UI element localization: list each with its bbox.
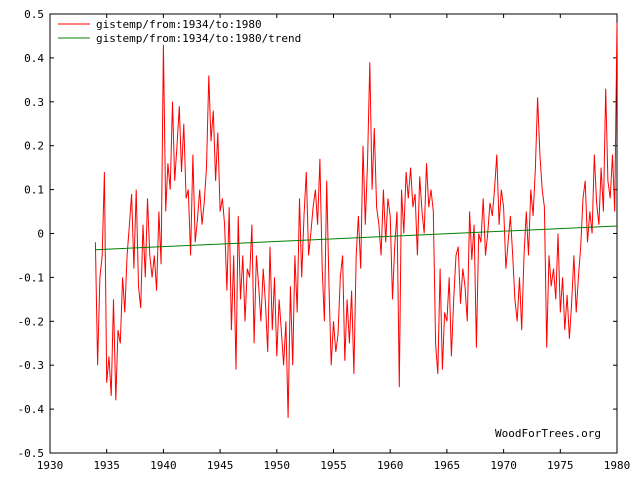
legend-label: gistemp/from:1934/to:1980/trend — [96, 32, 301, 45]
x-tick-label: 1975 — [547, 459, 574, 472]
x-tick-label: 1965 — [434, 459, 461, 472]
credit-label: WoodForTrees.org — [495, 427, 601, 440]
x-tick-label: 1930 — [37, 459, 64, 472]
legend: gistemp/from:1934/to:1980gistemp/from:19… — [58, 18, 301, 45]
x-tick-label: 1980 — [604, 459, 631, 472]
x-tick-label: 1935 — [93, 459, 120, 472]
y-tick-label: -0.4 — [18, 403, 45, 416]
y-tick-label: 0.1 — [24, 184, 44, 197]
y-tick-label: -0.2 — [18, 315, 45, 328]
x-tick-label: 1960 — [377, 459, 404, 472]
axis-tick-labels: 1930 1935 1940 1945 1950 1955 1960 1965 1970 1975… — [18, 8, 631, 472]
y-tick-label: 0.2 — [24, 140, 44, 153]
y-tick-label: 0.5 — [24, 8, 44, 21]
series-trend-line — [95, 225, 618, 251]
x-tick-label: 1950 — [264, 459, 291, 472]
legend-label: gistemp/from:1934/to:1980 — [96, 18, 262, 31]
y-tick-label: -0.5 — [18, 447, 45, 460]
y-tick-label: 0.3 — [24, 96, 44, 109]
y-tick-label: 0.4 — [24, 52, 44, 65]
x-tick-label: 1970 — [490, 459, 517, 472]
x-tick-label: 1955 — [320, 459, 347, 472]
y-tick-label: -0.3 — [18, 359, 45, 372]
series-layer — [94, 22, 618, 418]
series-gistemp-line — [94, 22, 618, 418]
x-tick-label: 1945 — [207, 459, 234, 472]
y-tick-label: 0 — [37, 228, 44, 241]
y-tick-label: -0.1 — [18, 271, 45, 284]
axis-ticks — [49, 13, 618, 454]
x-tick-label: 1940 — [150, 459, 177, 472]
